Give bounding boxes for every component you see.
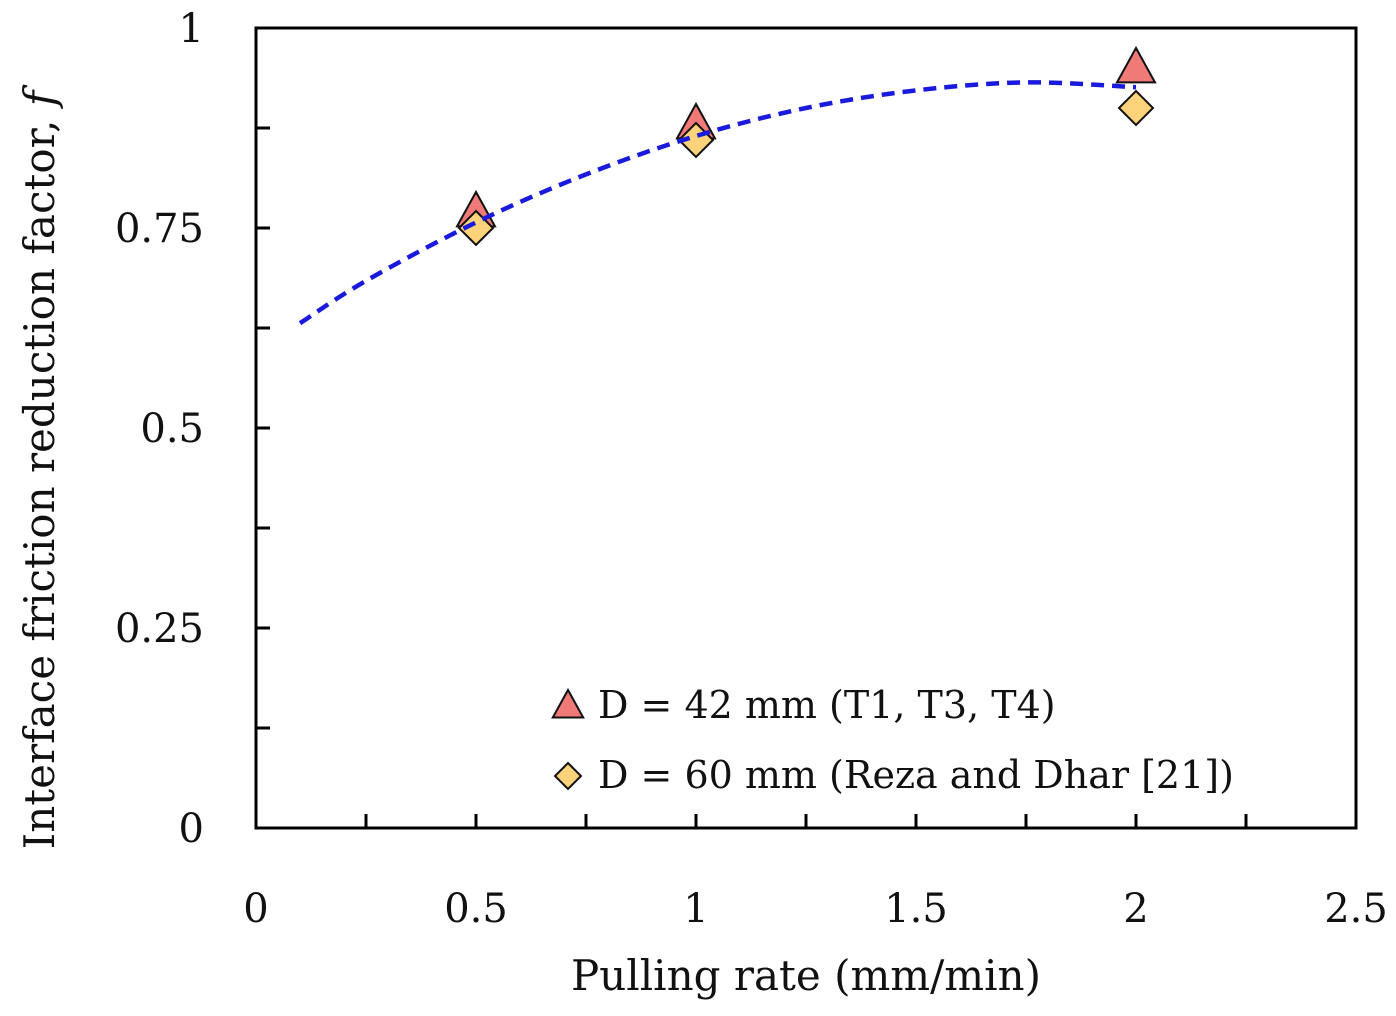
legend-label-series-1: D = 42 mm (T1, T3, T4) bbox=[598, 683, 1056, 727]
x-tick-label: 0 bbox=[243, 886, 268, 932]
x-tick-label: 1 bbox=[683, 886, 708, 932]
y-tick-label: 0 bbox=[179, 806, 204, 852]
data-markers bbox=[455, 45, 1157, 247]
x-tick-label: 2 bbox=[1123, 886, 1148, 932]
x-tick-label: 1.5 bbox=[884, 886, 948, 932]
trendline bbox=[298, 80, 1137, 326]
y-axis-title: Interface friction reduction factor, f bbox=[15, 84, 64, 849]
legend: D = 42 mm (T1, T3, T4) D = 60 mm (Reza a… bbox=[551, 683, 1234, 797]
x-axis-title: Pulling rate (mm/min) bbox=[571, 951, 1041, 1000]
legend-triangle-icon bbox=[551, 687, 585, 719]
y-tick-label: 0.5 bbox=[140, 406, 204, 452]
diamond-marker bbox=[1117, 89, 1155, 127]
y-axis-title-symbol: f bbox=[15, 84, 64, 109]
legend-diamond-icon bbox=[553, 761, 583, 791]
y-tick-label: 1 bbox=[179, 6, 204, 52]
y-tick-label: 0.25 bbox=[115, 606, 204, 652]
trendline-group bbox=[298, 80, 1137, 326]
triangle-marker bbox=[1115, 45, 1157, 84]
axes: 0 0.25 0.5 0.75 1 0 0.5 1 1.5 2 2.5 bbox=[115, 6, 1388, 932]
x-tick-label: 0.5 bbox=[444, 886, 508, 932]
x-tick-label: 2.5 bbox=[1324, 886, 1388, 932]
y-tick-label: 0.75 bbox=[115, 206, 204, 252]
legend-label-series-2: D = 60 mm (Reza and Dhar [21]) bbox=[598, 753, 1234, 797]
y-axis-title-text: Interface friction reduction factor, bbox=[15, 120, 64, 850]
